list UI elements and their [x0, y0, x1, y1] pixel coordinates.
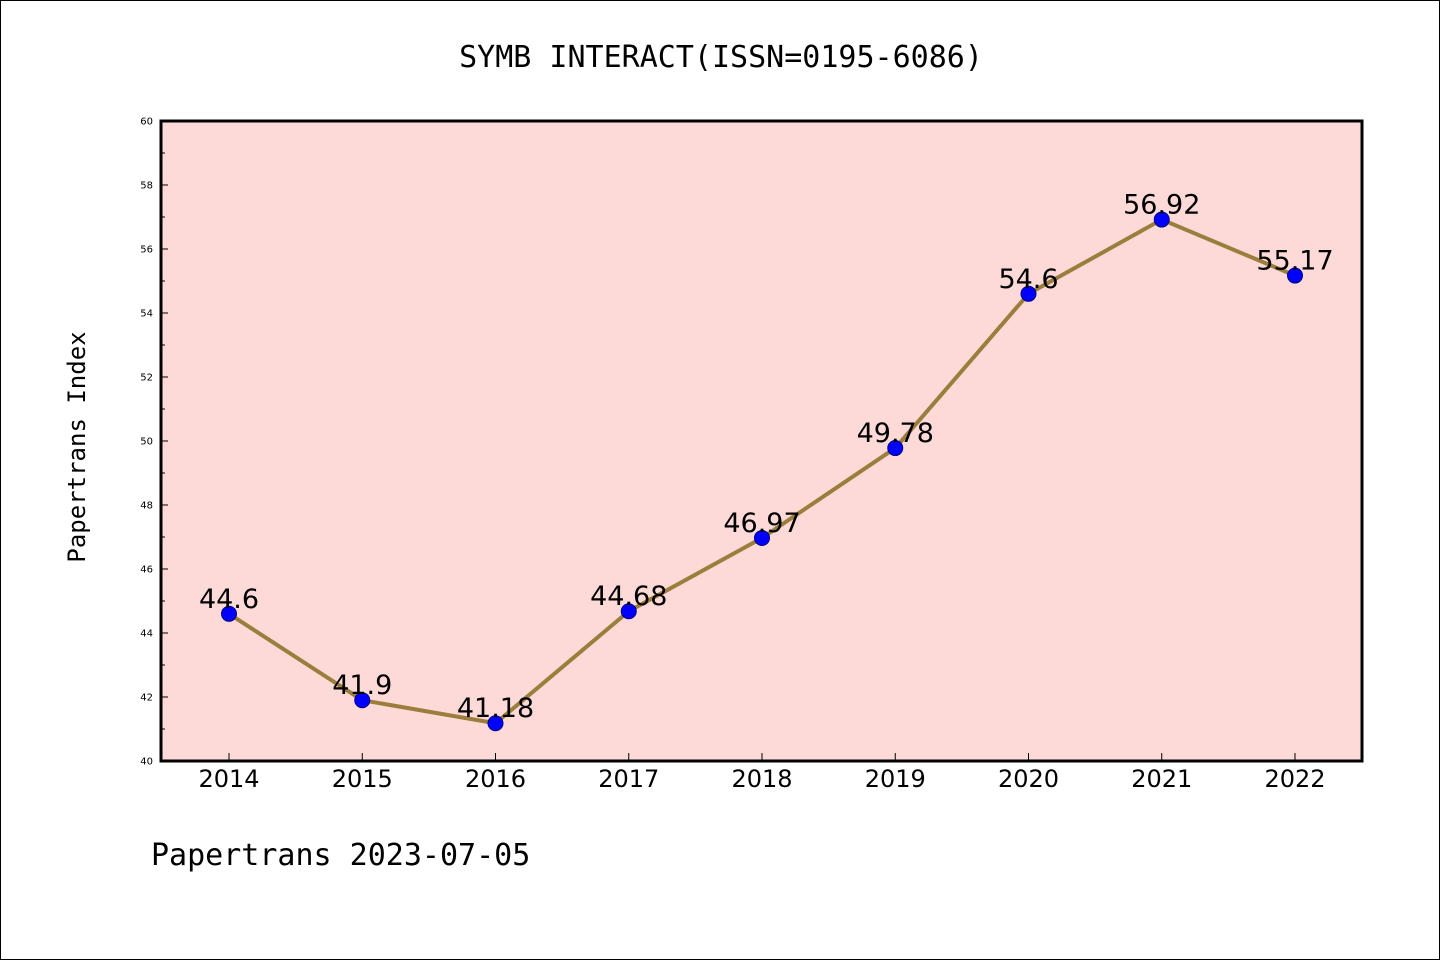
x-tick-label: 2015 — [332, 765, 393, 793]
data-label: 54.6 — [998, 264, 1058, 295]
plot-border — [159, 119, 1364, 763]
plot-area — [161, 121, 1362, 761]
footer-text: Papertrans 2023-07-05 — [151, 838, 530, 873]
data-label: 46.97 — [723, 508, 800, 539]
x-tick-label: 2020 — [998, 765, 1059, 793]
x-tick-label: 2019 — [865, 765, 926, 793]
y-tick-label: 58 — [140, 181, 153, 192]
x-tick-label: 2021 — [1131, 765, 1192, 793]
data-point — [620, 603, 637, 620]
y-tick-label: 60 — [140, 117, 153, 128]
data-point — [221, 605, 237, 622]
data-markers — [221, 211, 1303, 732]
y-tick-label: 42 — [140, 693, 153, 704]
data-point — [887, 440, 904, 457]
y-tick-label: 48 — [140, 501, 153, 512]
data-point — [754, 529, 770, 546]
data-label: 41.9 — [332, 670, 392, 701]
x-tick-label: 2022 — [1264, 765, 1325, 793]
data-label: 41.18 — [457, 693, 534, 724]
y-tick-label: 46 — [140, 565, 153, 576]
x-tick-label: 2016 — [465, 765, 526, 793]
y-tick-label: 40 — [140, 757, 153, 768]
x-tick-label: 2017 — [598, 765, 659, 793]
x-tick-label: 2018 — [731, 765, 792, 793]
data-point — [1287, 267, 1303, 284]
data-point — [487, 715, 504, 732]
y-axis-label: Papertrans Index — [63, 331, 91, 562]
x-axis-ticks: 2014 2015 2016 2017 2018 2019 2020 2021 2022 — [198, 753, 1326, 793]
y-tick-label: 44 — [140, 629, 153, 640]
y-tick-label: 56 — [140, 245, 153, 256]
data-labels: 44.6 41.9 41.18 44.68 46.97 49.78 54.6 56.92 55.… — [199, 190, 1334, 725]
data-label: 44.68 — [590, 581, 667, 612]
data-label: 44.6 — [199, 584, 259, 615]
data-label: 56.92 — [1123, 190, 1200, 221]
y-tick-label: 54 — [140, 309, 153, 320]
data-label: 55.17 — [1256, 246, 1333, 277]
data-label: 49.78 — [857, 418, 934, 449]
y-tick-label: 52 — [140, 373, 153, 384]
y-tick-label: 50 — [140, 437, 153, 448]
data-point — [1020, 285, 1037, 302]
data-point — [354, 692, 371, 709]
x-tick-label: 2014 — [198, 765, 259, 793]
data-point — [1153, 211, 1170, 228]
chart-title: SYMB INTERACT(ISSN=0195-6086) — [459, 40, 983, 75]
